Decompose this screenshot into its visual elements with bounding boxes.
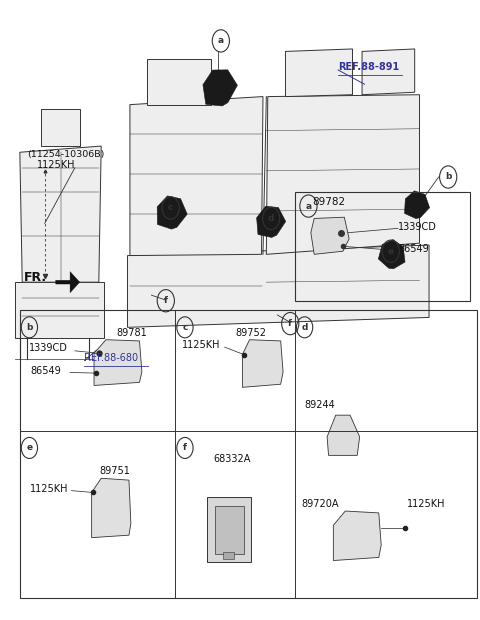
Text: 89720A: 89720A xyxy=(301,498,339,509)
Text: 89751: 89751 xyxy=(99,466,130,476)
Polygon shape xyxy=(41,109,80,146)
Text: d: d xyxy=(268,214,274,223)
Text: 1339CD: 1339CD xyxy=(398,221,437,232)
FancyBboxPatch shape xyxy=(215,506,244,554)
Polygon shape xyxy=(56,272,80,293)
Polygon shape xyxy=(311,217,349,254)
Text: f: f xyxy=(183,443,187,453)
Text: FR.: FR. xyxy=(24,271,47,284)
Polygon shape xyxy=(362,49,415,95)
Polygon shape xyxy=(242,340,283,388)
Polygon shape xyxy=(92,478,131,538)
Text: a: a xyxy=(218,37,224,45)
Text: 68332A: 68332A xyxy=(214,454,251,464)
Polygon shape xyxy=(15,282,104,338)
Text: a: a xyxy=(305,202,312,211)
Text: REF.88-891: REF.88-891 xyxy=(338,62,399,72)
Text: 89752: 89752 xyxy=(235,328,266,338)
Polygon shape xyxy=(405,191,430,219)
Polygon shape xyxy=(257,206,286,237)
Text: f: f xyxy=(288,319,292,328)
Text: d: d xyxy=(301,323,308,332)
Polygon shape xyxy=(157,196,187,229)
Text: 1125KH: 1125KH xyxy=(36,160,75,170)
Text: b: b xyxy=(26,323,33,332)
FancyBboxPatch shape xyxy=(207,497,251,562)
Text: 86549: 86549 xyxy=(398,244,429,254)
Polygon shape xyxy=(266,95,420,254)
Text: e: e xyxy=(26,443,33,453)
Text: c: c xyxy=(182,323,188,332)
Polygon shape xyxy=(147,60,211,105)
Text: 1125KH: 1125KH xyxy=(407,498,445,509)
Polygon shape xyxy=(203,70,238,106)
Text: (11254-10306B): (11254-10306B) xyxy=(27,149,104,159)
Text: 1339CD: 1339CD xyxy=(29,343,68,353)
Bar xyxy=(223,552,234,559)
Polygon shape xyxy=(286,49,352,97)
Text: 89244: 89244 xyxy=(305,400,336,410)
Polygon shape xyxy=(130,97,263,255)
Text: f: f xyxy=(164,296,168,305)
Polygon shape xyxy=(20,146,101,282)
Text: c: c xyxy=(168,203,173,213)
Text: 86549: 86549 xyxy=(30,366,61,376)
Text: 89781: 89781 xyxy=(116,328,147,338)
Polygon shape xyxy=(378,239,405,268)
Text: 89782: 89782 xyxy=(313,197,346,207)
Polygon shape xyxy=(333,511,381,560)
Text: b: b xyxy=(445,172,451,182)
Polygon shape xyxy=(94,340,142,386)
Polygon shape xyxy=(327,415,360,455)
Polygon shape xyxy=(128,245,429,327)
Text: 1125KH: 1125KH xyxy=(181,340,220,350)
Text: 1125KH: 1125KH xyxy=(30,484,69,495)
Text: REF.88-680: REF.88-680 xyxy=(84,353,139,363)
Text: e: e xyxy=(388,247,394,255)
